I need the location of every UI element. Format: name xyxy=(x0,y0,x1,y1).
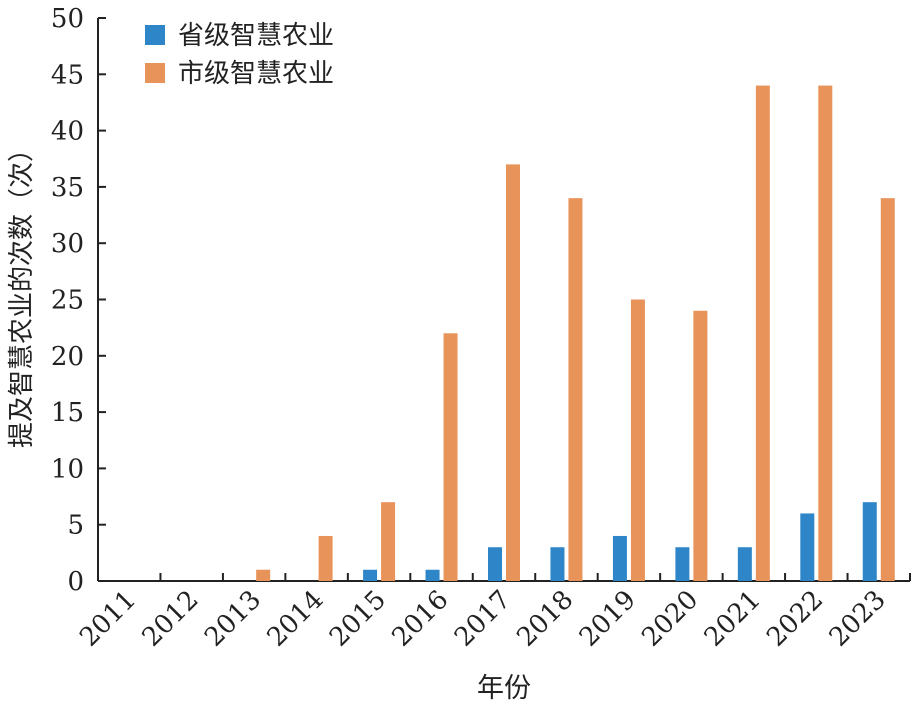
axes xyxy=(97,17,911,582)
y-tick-label: 25 xyxy=(51,286,84,316)
bar-municipal-2022 xyxy=(818,85,833,581)
bar-provincial-2017 xyxy=(488,547,502,581)
x-tick-label: 2022 xyxy=(761,585,829,653)
bars xyxy=(256,85,895,581)
y-tick-label: 45 xyxy=(51,60,84,90)
legend-swatch xyxy=(145,63,165,83)
y-axis-title: 提及智慧农业的次数（次） xyxy=(7,136,37,448)
legend-label: 市级智慧农业 xyxy=(178,59,334,89)
y-tick-label: 30 xyxy=(51,229,84,259)
y-tick-label: 15 xyxy=(51,398,84,428)
x-tick-label: 2012 xyxy=(137,585,205,653)
bar-municipal-2018 xyxy=(568,198,583,581)
bar-provincial-2018 xyxy=(550,547,565,581)
bar-provincial-2015 xyxy=(363,569,378,581)
y-tick-label: 20 xyxy=(51,342,84,372)
bar-municipal-2017 xyxy=(506,164,520,581)
bar-municipal-2013 xyxy=(256,569,271,581)
y-tick-label: 50 xyxy=(51,4,84,34)
y-tick-label: 35 xyxy=(51,173,84,203)
x-tick-label: 2019 xyxy=(574,585,642,653)
bar-municipal-2016 xyxy=(443,333,458,581)
x-tick-label: 2023 xyxy=(824,585,892,653)
x-tick-label: 2021 xyxy=(699,585,767,653)
bar-provincial-2021 xyxy=(737,547,752,581)
bar-municipal-2015 xyxy=(381,502,396,581)
bar-municipal-2019 xyxy=(630,299,645,581)
bar-municipal-2020 xyxy=(693,310,708,581)
y-tick-label: 0 xyxy=(67,567,84,597)
y-tick-label: 5 xyxy=(67,511,84,541)
x-tick-label: 2017 xyxy=(449,585,517,653)
bar-provincial-2016 xyxy=(425,569,440,581)
bar-provincial-2022 xyxy=(800,513,815,581)
bar-provincial-2023 xyxy=(862,502,877,581)
x-tick-label: 2014 xyxy=(262,585,330,653)
bar-municipal-2021 xyxy=(755,85,770,581)
bar-provincial-2020 xyxy=(675,547,690,581)
y-tick-label: 40 xyxy=(51,117,84,147)
x-tick-label: 2011 xyxy=(74,585,142,653)
x-tick-label: 2016 xyxy=(386,585,454,653)
x-tick-label: 2018 xyxy=(511,585,579,653)
legend-swatch xyxy=(145,25,165,45)
legend-label: 省级智慧农业 xyxy=(178,21,334,51)
x-tick-label: 2013 xyxy=(199,585,267,653)
bar-municipal-2023 xyxy=(880,198,895,581)
bar-municipal-2014 xyxy=(318,535,333,581)
bar-provincial-2019 xyxy=(612,535,627,581)
x-axis-title: 年份 xyxy=(477,673,531,704)
x-tick-label: 2020 xyxy=(636,585,704,653)
y-tick-label: 10 xyxy=(51,454,84,484)
x-tick-label: 2015 xyxy=(324,585,392,653)
